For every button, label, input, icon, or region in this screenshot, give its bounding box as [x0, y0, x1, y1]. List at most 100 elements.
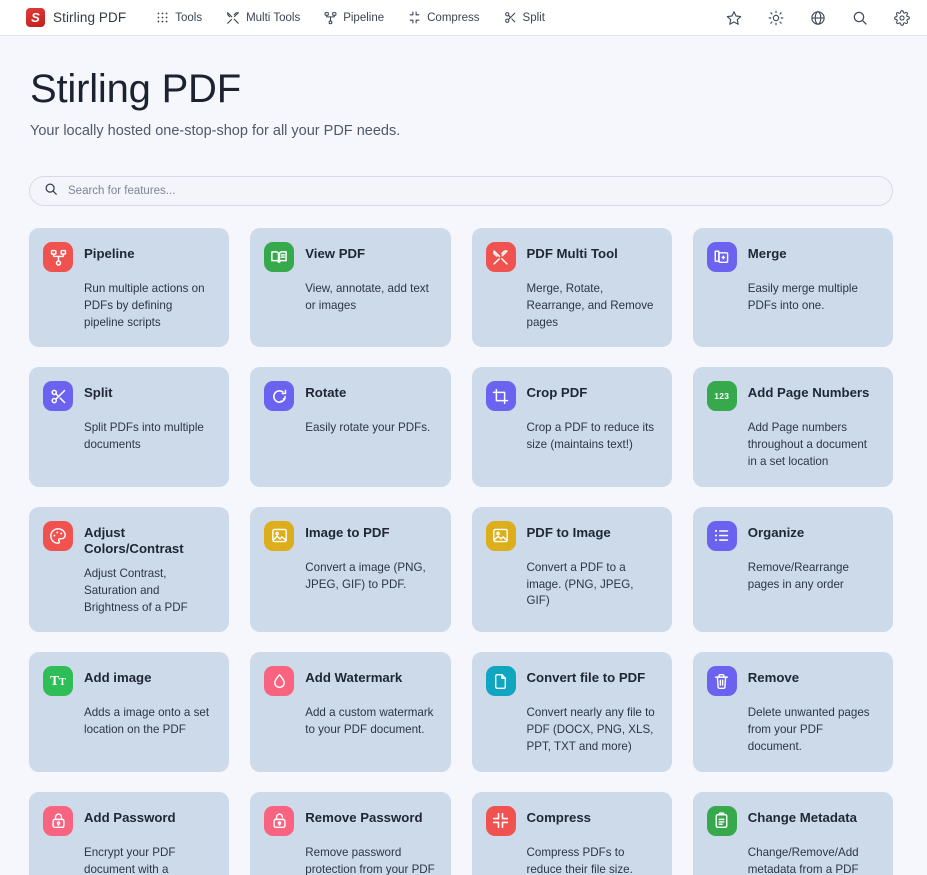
- feature-card-description: Compress PDFs to reduce their file size.: [526, 845, 633, 875]
- feature-card-description: Remove/Rearrange pages in any order: [747, 560, 849, 591]
- page-title: Stirling PDF: [30, 67, 241, 111]
- feature-card-title: Merge: [747, 246, 787, 261]
- feature-card-title: Add Page Numbers: [747, 385, 870, 401]
- feature-card-title: View PDF: [305, 246, 366, 261]
- feature-card[interactable]: Rotate Easily rotate your PDFs.: [250, 367, 451, 487]
- scissors-icon: [504, 11, 517, 24]
- feature-card-description: Adjust Contrast, Saturation and Brightne…: [84, 566, 188, 614]
- feature-card[interactable]: Change Metadata Change/Remove/Add metadat…: [692, 791, 893, 875]
- feature-card-title: PDF to Image: [526, 524, 611, 540]
- trash-icon: [706, 666, 737, 697]
- tools-icon: [226, 11, 240, 25]
- feature-card-description: Encrypt your PDF document with a passwor…: [84, 845, 176, 875]
- feature-card-title: PDF Multi Tool: [526, 246, 618, 261]
- feature-card-title: Crop PDF: [526, 385, 588, 401]
- feature-card-description: Split PDFs into multiple documents: [84, 421, 204, 452]
- feature-card[interactable]: PDF to Image Convert a PDF to a image. (P…: [471, 506, 672, 633]
- feature-card[interactable]: Convert file to PDF Convert nearly any fi…: [471, 652, 672, 772]
- feature-card[interactable]: Crop PDF Crop a PDF to reduce its size (m…: [471, 367, 672, 487]
- feature-card-title: Split: [84, 385, 113, 401]
- feature-card-header: Remove Password: [264, 805, 436, 836]
- clipboard-icon: [706, 805, 737, 836]
- merge-icon: [706, 242, 737, 272]
- feature-card-title: Image to PDF: [305, 524, 390, 540]
- nav-item-tools[interactable]: Tools: [156, 11, 202, 24]
- pipeline-icon: [43, 242, 73, 272]
- nav-item-label: Pipeline: [343, 11, 385, 24]
- feature-card-header: 123 Add Page Numbers: [706, 380, 879, 412]
- feature-card-description: Easily merge multiple PDFs into one.: [747, 282, 858, 312]
- brand-logo-link[interactable]: S Stirling PDF: [26, 8, 126, 27]
- hero-section: Stirling PDF Your locally hosted one-sto…: [0, 36, 927, 139]
- file-icon: [485, 666, 516, 697]
- feature-card[interactable]: View PDF View, annotate, add text or imag…: [250, 228, 451, 348]
- text-tt-icon: TT: [43, 666, 73, 697]
- search-icon: [44, 182, 58, 201]
- droplet-icon: [264, 666, 295, 697]
- navbar-actions: [725, 0, 911, 35]
- feature-card[interactable]: 123 Add Page Numbers Add Page numbers thro…: [692, 367, 893, 487]
- feature-card-description: Convert a PDF to a image. (PNG, JPEG, GI…: [526, 560, 634, 608]
- nav-item-split[interactable]: Split: [504, 11, 545, 24]
- feature-card-header: Merge: [706, 241, 879, 272]
- nav-item-multi-tools[interactable]: Multi Tools: [226, 11, 300, 25]
- feature-card[interactable]: TT Add image Adds a image onto a set locat…: [29, 652, 230, 772]
- feature-card-title: Remove: [747, 670, 800, 686]
- feature-card[interactable]: Remove Delete unwanted pages from your PD…: [692, 652, 893, 772]
- feature-card-header: Split: [43, 380, 215, 412]
- feature-card[interactable]: Add Watermark Add a custom watermark to y…: [250, 652, 451, 772]
- feature-card-title: Organize: [747, 524, 805, 540]
- feature-card[interactable]: Image to PDF Convert a image (PNG, JPEG, …: [250, 506, 451, 633]
- feature-card[interactable]: Organize Remove/Rearrange pages in any or…: [692, 506, 893, 633]
- search-input[interactable]: [68, 177, 878, 205]
- grid-dots-icon: [156, 11, 169, 24]
- feature-card[interactable]: Pipeline Run multiple actions on PDFs by …: [29, 228, 230, 348]
- nav-item-label: Split: [522, 11, 545, 24]
- feature-card-title: Add Password: [84, 809, 176, 825]
- feature-card-header: Convert file to PDF: [485, 665, 658, 697]
- nav-item-pipeline[interactable]: Pipeline: [324, 11, 384, 25]
- sun-icon[interactable]: [767, 9, 785, 27]
- nav-item-compress[interactable]: Compress: [408, 11, 480, 24]
- page-subtitle: Your locally hosted one-stop-shop for al…: [30, 123, 401, 139]
- search-icon[interactable]: [851, 9, 869, 27]
- globe-icon[interactable]: [809, 9, 827, 27]
- compress-icon: [485, 805, 516, 836]
- feature-cards-grid: Pipeline Run multiple actions on PDFs by …: [0, 206, 927, 875]
- feature-card-title: Add Watermark: [305, 670, 403, 686]
- feature-card-header: TT Add image: [43, 665, 215, 697]
- scissors-icon: [43, 381, 73, 412]
- feature-card-header: Remove: [706, 665, 879, 697]
- star-icon[interactable]: [725, 9, 743, 27]
- feature-card-description: Add Page numbers throughout a document i…: [747, 421, 867, 468]
- feature-card-description: Convert a image (PNG, JPEG, GIF) to PDF.: [305, 560, 426, 591]
- list-icon: [706, 520, 737, 551]
- feature-card[interactable]: PDF Multi Tool Merge, Rotate, Rearrange, …: [471, 228, 672, 348]
- feature-card-header: Crop PDF: [485, 380, 658, 412]
- feature-card-title: Change Metadata: [747, 809, 857, 825]
- feature-card[interactable]: Merge Easily merge multiple PDFs into one…: [692, 228, 893, 348]
- stirling-logo-icon: S: [26, 8, 45, 27]
- nav-item-label: Compress: [427, 11, 480, 24]
- feature-card-header: Organize: [706, 520, 879, 551]
- brand-name: Stirling PDF: [53, 10, 127, 25]
- feature-card-description: Delete unwanted pages from your PDF docu…: [747, 706, 870, 753]
- feature-card-header: Add Watermark: [264, 665, 436, 697]
- navbar: S Stirling PDF Tools Mult: [0, 0, 927, 36]
- feature-card-description: View, annotate, add text or images: [305, 282, 429, 312]
- number-123-icon: 123: [706, 381, 737, 412]
- feature-card-description: Adds a image onto a set location on the …: [84, 706, 210, 737]
- feature-card-title: Convert file to PDF: [526, 670, 646, 686]
- feature-card-header: Adjust Colors/Contrast: [43, 520, 215, 557]
- feature-card[interactable]: Split Split PDFs into multiple documents: [29, 367, 230, 487]
- feature-card[interactable]: Adjust Colors/Contrast Adjust Contrast, S…: [29, 506, 230, 633]
- tools-icon: [485, 242, 516, 272]
- feature-card-header: PDF to Image: [485, 520, 658, 551]
- search-bar[interactable]: [29, 176, 893, 206]
- feature-card[interactable]: Remove Password Remove password protectio…: [250, 791, 451, 875]
- feature-card[interactable]: Add Password Encrypt your PDF document wi…: [29, 791, 230, 875]
- feature-card[interactable]: Compress Compress PDFs to reduce their fi…: [471, 791, 672, 875]
- gear-icon[interactable]: [893, 9, 911, 27]
- book-open-icon: [264, 242, 295, 272]
- feature-card-description: Easily rotate your PDFs.: [305, 421, 431, 435]
